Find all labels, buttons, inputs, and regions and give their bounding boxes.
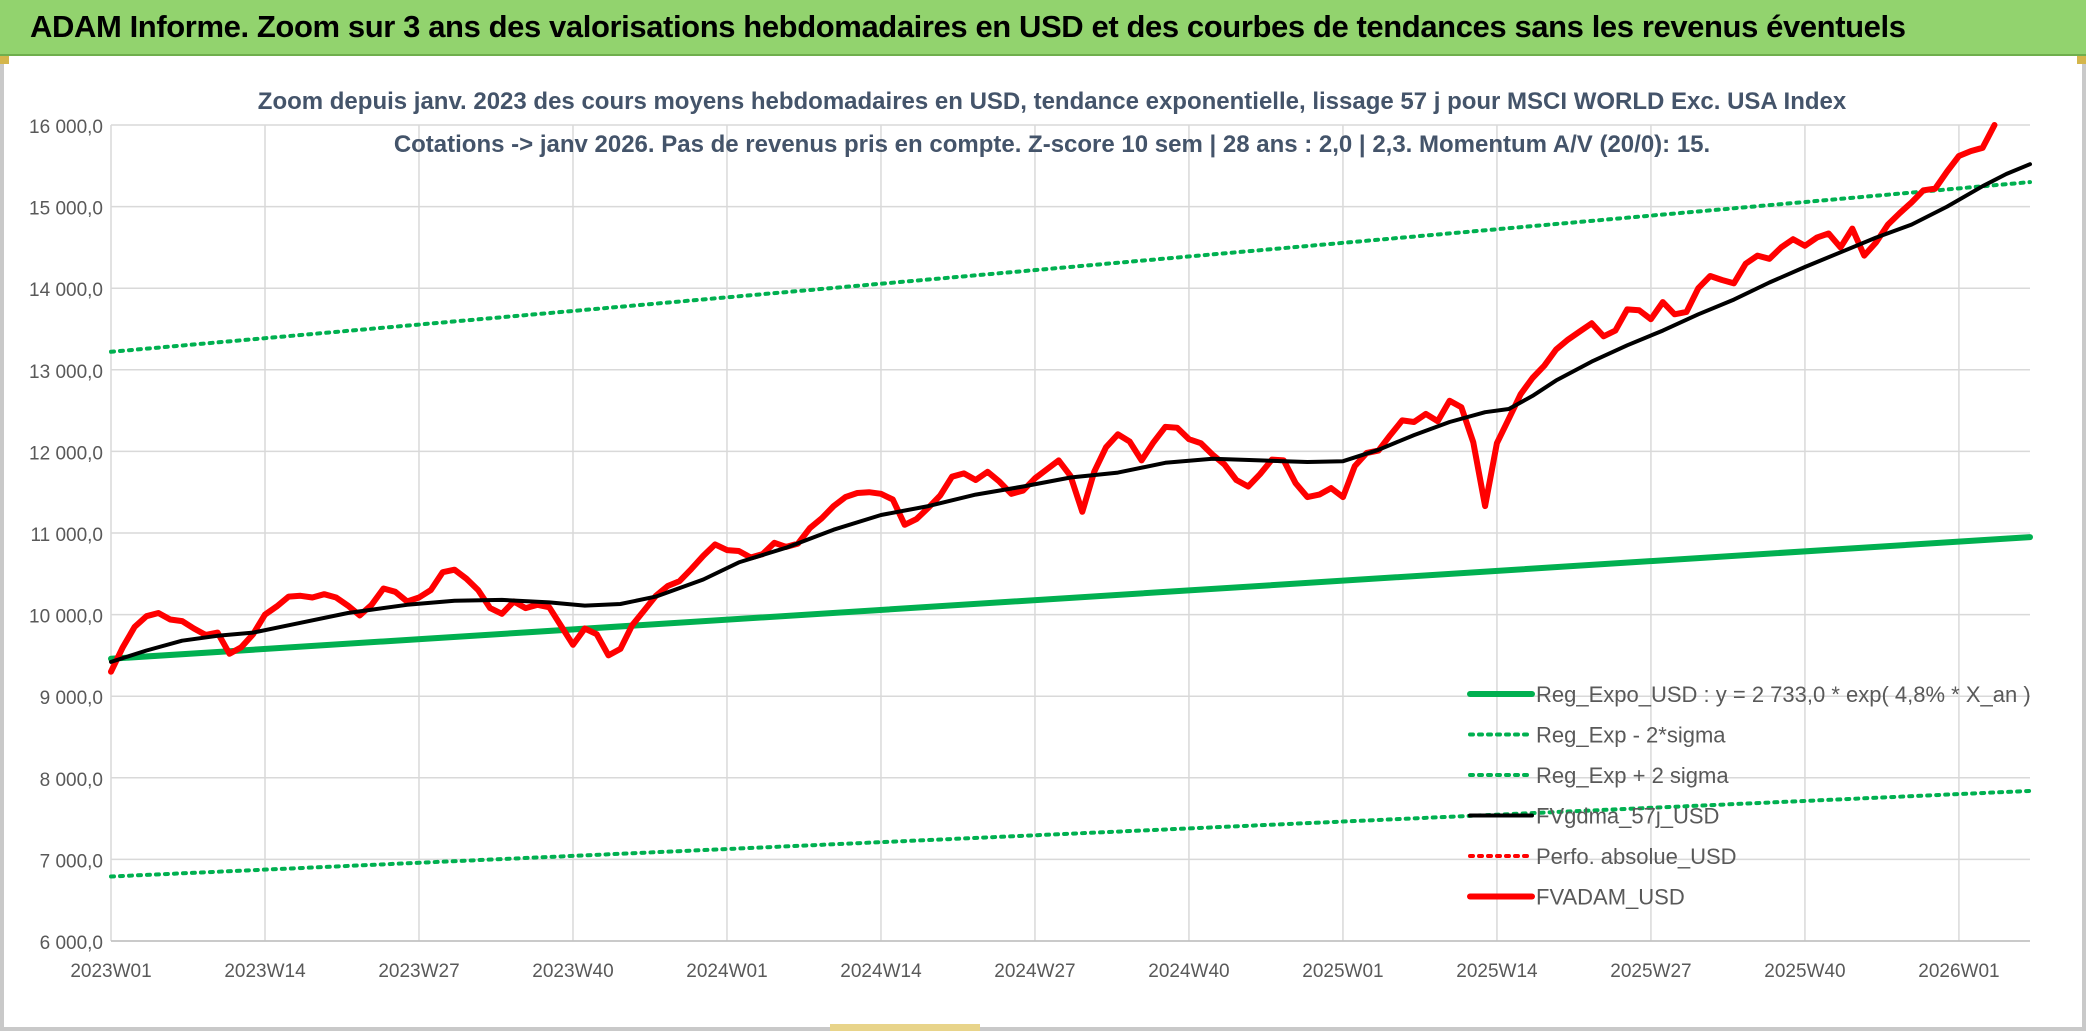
chart-title-line-2: Cotations -> janv 2026. Pas de revenus p… [394, 131, 1710, 158]
chart-title-line-1: Zoom depuis janv. 2023 des cours moyens … [258, 88, 1847, 115]
series-line-5 [108, 122, 1998, 675]
legend: Reg_Expo_USD : y = 2 733,0 * exp( 4,8% *… [1467, 682, 2031, 910]
x-tick-label: 2024W14 [840, 961, 922, 982]
x-tick-label: 2025W01 [1302, 961, 1383, 982]
y-tick-label: 15 000,0 [29, 199, 103, 220]
x-tick-label: 2026W01 [1918, 961, 1999, 982]
corner-mark-right [2077, 56, 2086, 64]
legend-label-4: Perfo. absolue_USD [1536, 844, 1737, 869]
y-tick-label: 11 000,0 [30, 525, 103, 546]
chart-frame [0, 56, 2086, 1031]
x-tick-label: 2024W01 [686, 961, 767, 982]
legend-label-3: FVgdma_57j_USD [1536, 804, 1719, 829]
x-tick-label: 2025W14 [1456, 961, 1538, 982]
bottom-mark [830, 1024, 980, 1031]
legend-label-2: Reg_Exp + 2 sigma [1536, 763, 1729, 788]
series-line-0 [108, 534, 2033, 662]
legend-label-5: FVADAM_USD [1536, 885, 1685, 910]
series-line-2 [109, 180, 2032, 354]
y-tick-label: 8 000,0 [40, 770, 103, 791]
series-line-3 [109, 162, 2032, 664]
x-tick-label: 2025W40 [1764, 961, 1845, 982]
x-tick-label: 2024W40 [1148, 961, 1229, 982]
axes: 6 000,0 7 000,0 8 000,0 9 000,0 10 000,0 11 0… [29, 117, 2030, 982]
y-tick-label: 14 000,0 [29, 280, 103, 301]
x-tick-label: 2023W14 [224, 961, 306, 982]
y-tick-label: 6 000,0 [40, 933, 103, 954]
x-tick-label: 2025W27 [1610, 961, 1691, 982]
chart-title: Zoom depuis janv. 2023 des cours moyens … [258, 88, 1847, 158]
y-tick-label: 9 000,0 [40, 688, 103, 709]
series-layer [108, 122, 2033, 879]
series-line-1 [109, 788, 2032, 879]
report-title: ADAM Informe. Zoom sur 3 ans des valoris… [30, 9, 1906, 44]
x-tick-label: 2023W27 [378, 961, 459, 982]
legend-label-1: Reg_Exp - 2*sigma [1536, 723, 1726, 748]
grid [110, 124, 2030, 942]
corner-mark-left [0, 56, 9, 64]
x-tick-label: 2023W01 [70, 961, 151, 982]
x-tick-label: 2024W27 [994, 961, 1075, 982]
x-tick-label: 2023W40 [532, 961, 613, 982]
report-banner: ADAM Informe. Zoom sur 3 ans des valoris… [0, 0, 2086, 56]
y-tick-label: 12 000,0 [29, 443, 103, 464]
y-tick-label: 7 000,0 [40, 851, 103, 872]
legend-label-0: Reg_Expo_USD : y = 2 733,0 * exp( 4,8% *… [1536, 682, 2031, 707]
y-tick-label: 13 000,0 [29, 362, 103, 383]
y-tick-label: 10 000,0 [29, 607, 103, 628]
y-tick-label: 16 000,0 [29, 117, 103, 138]
